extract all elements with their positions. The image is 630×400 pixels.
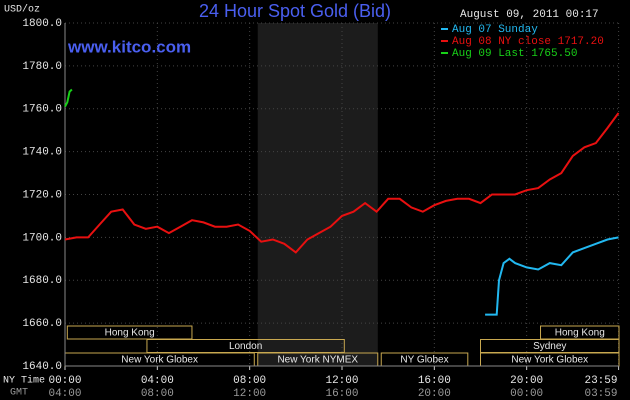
- y-tick-label: 1740.0: [22, 147, 62, 159]
- gmt-label: GMT: [10, 388, 28, 399]
- gmt-tick-label: 00:00: [510, 388, 543, 400]
- ny-time-label: NY Time: [3, 375, 45, 387]
- gmt-tick-label: 16:00: [325, 388, 358, 400]
- gmt-tick-label: 20:00: [418, 388, 451, 400]
- x-tick-label: 16:00: [418, 375, 451, 387]
- x-tick-label: 23:59: [584, 375, 617, 387]
- gmt-tick-label: 12:00: [233, 388, 266, 400]
- session-label: New York Globex: [121, 355, 198, 366]
- session-label: Hong Kong: [105, 328, 155, 339]
- legend-label: Aug 08 NY close 1717.20: [452, 36, 604, 48]
- price-line: [64, 112, 620, 254]
- legend-label: Aug 07 Sunday: [452, 24, 538, 36]
- price-line: [485, 236, 619, 316]
- timestamp: August 09, 2011 00:17: [460, 9, 599, 21]
- session-label: New York Globex: [511, 355, 588, 366]
- x-tick-label: 00:00: [48, 375, 81, 387]
- session-label: NY Globex: [400, 355, 448, 366]
- x-tick-label: 08:00: [233, 375, 266, 387]
- y-tick-label: 1800.0: [22, 18, 62, 30]
- y-tick-label: 1720.0: [22, 189, 62, 201]
- gmt-tick-label: 08:00: [141, 388, 174, 400]
- price-line: [64, 88, 73, 108]
- session-label: Sydney: [533, 341, 566, 352]
- x-tick-label: 04:00: [141, 375, 174, 387]
- y-tick-label: 1680.0: [22, 275, 62, 287]
- y-tick-label: 1640.0: [22, 361, 62, 373]
- watermark: www.kitco.com: [67, 37, 191, 56]
- y-tick-label: 1760.0: [22, 104, 62, 116]
- y-tick-label: 1780.0: [22, 61, 62, 73]
- y-tick-label: 1660.0: [22, 318, 62, 330]
- session-label: New York NYMEX: [277, 355, 358, 366]
- legend-label: Aug 09 Last 1765.50: [452, 48, 577, 60]
- session-label: London: [229, 341, 262, 352]
- session-box: [66, 325, 193, 340]
- y-axis-label: USD/oz: [4, 4, 40, 16]
- x-tick-label: 20:00: [510, 375, 543, 387]
- chart-title: 24 Hour Spot Gold (Bid): [199, 1, 391, 21]
- x-tick-label: 12:00: [325, 375, 358, 387]
- y-tick-label: 1700.0: [22, 232, 62, 244]
- session-label: Hong Kong: [555, 328, 605, 339]
- gmt-tick-label: 04:00: [48, 388, 81, 400]
- gmt-tick-label: 03:59: [584, 388, 617, 400]
